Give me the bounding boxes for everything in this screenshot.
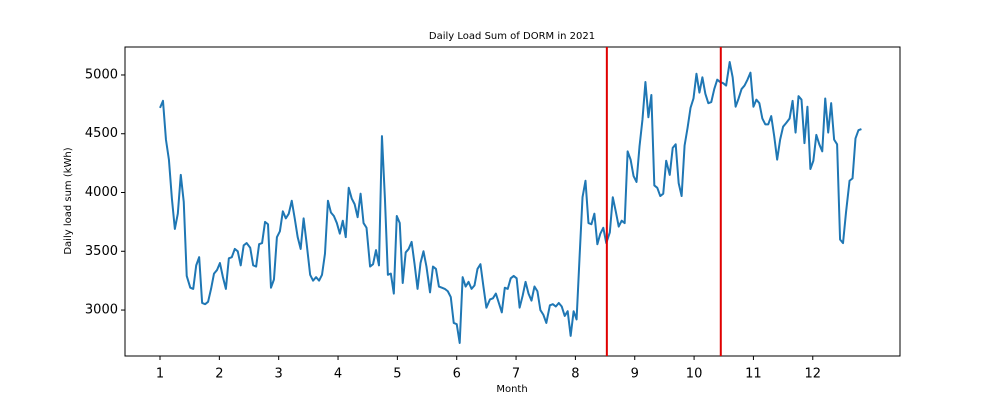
x-tick-label: 5 — [393, 367, 401, 382]
x-axis-label: Month — [496, 384, 527, 395]
x-tick-label: 3 — [275, 367, 283, 382]
x-tick-label: 11 — [745, 367, 762, 382]
x-tick-label: 6 — [453, 367, 461, 382]
x-tick-label: 4 — [334, 367, 342, 382]
y-axis-label: Daily load sum (kWh) — [63, 147, 74, 254]
x-tick-label: 9 — [631, 367, 639, 382]
y-tick-label: 4000 — [85, 185, 118, 200]
x-tick-label: 10 — [686, 367, 703, 382]
x-tick-label: 2 — [215, 367, 223, 382]
x-tick-label: 7 — [512, 367, 520, 382]
y-tick-label: 4500 — [85, 126, 118, 141]
y-tick-label: 3500 — [85, 244, 118, 259]
y-tick-label: 5000 — [85, 67, 118, 82]
x-tick-label: 8 — [571, 367, 579, 382]
x-tick-label: 1 — [156, 367, 164, 382]
data-line — [159, 61, 862, 344]
y-tick-label: 3000 — [85, 303, 118, 318]
plot-frame — [124, 46, 901, 357]
chart-title: Daily Load Sum of DORM in 2021 — [429, 31, 595, 42]
x-tick-label: 12 — [804, 367, 821, 382]
